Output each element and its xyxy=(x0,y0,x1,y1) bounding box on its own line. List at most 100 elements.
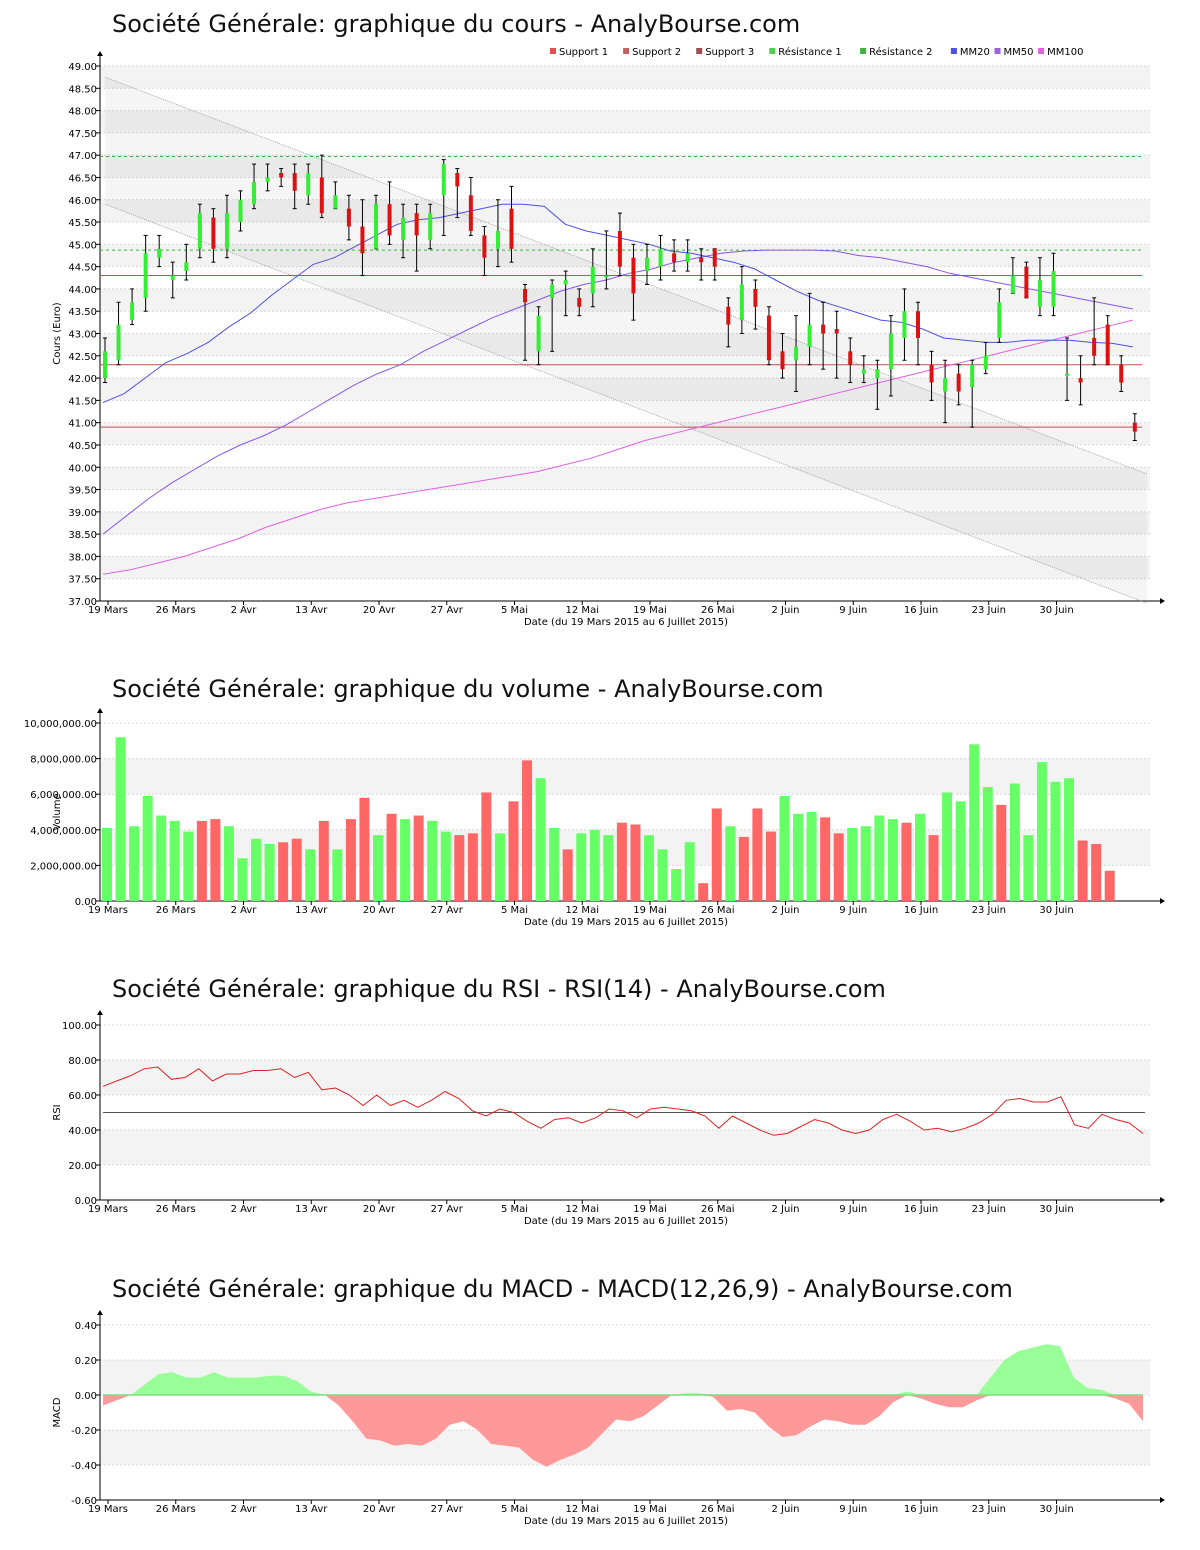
candle-up xyxy=(604,275,609,278)
x-tick-label: 20 Avr xyxy=(363,605,396,616)
y-tick-label: 80.00 xyxy=(68,1056,97,1067)
x-tick-label: 26 Mai xyxy=(701,1504,734,1515)
candle-down xyxy=(1132,422,1137,432)
volume-bar xyxy=(278,842,289,901)
candle-up xyxy=(170,275,175,280)
x-tick-label: 27 Avr xyxy=(431,605,464,616)
candle-up xyxy=(184,262,189,272)
rsi-chart: 0.00 20.00 40.00 60.00 80.00 100.00 19 Mars 26 … xyxy=(52,1010,1165,1227)
x-tick-label: 2 Avr xyxy=(231,905,258,916)
volume-bar xyxy=(237,858,248,901)
candle-down xyxy=(726,306,731,325)
x-tick-label: 30 Juin xyxy=(1039,1204,1073,1215)
x-tick-label: 19 Mars xyxy=(88,605,128,616)
candle-up xyxy=(116,324,121,361)
candle-down xyxy=(956,373,961,392)
x-tick-label: 27 Avr xyxy=(431,1204,464,1215)
volume-bar xyxy=(1050,781,1061,901)
candle-up xyxy=(658,248,663,267)
x-tick-label: 26 Mars xyxy=(156,605,196,616)
candle-up xyxy=(536,315,541,352)
candle-down xyxy=(753,288,758,307)
x-tick-label: 16 Juin xyxy=(904,905,938,916)
y-tick-label: 39.00 xyxy=(68,508,97,519)
x-axis-label: Date (du 19 Mars 2015 au 6 Juillet 2015) xyxy=(524,917,728,928)
x-tick-label: 5 Mai xyxy=(501,905,528,916)
x-tick-label: 19 Mars xyxy=(88,905,128,916)
x-tick-label: 20 Avr xyxy=(363,1504,396,1515)
candle-down xyxy=(279,173,284,178)
legend-label: Support 2 xyxy=(632,47,681,58)
y-tick-label: 44.50 xyxy=(68,263,97,274)
candle-down xyxy=(360,226,365,254)
volume-bar xyxy=(400,819,411,901)
grid-band xyxy=(100,155,1150,178)
candle-up xyxy=(807,324,812,347)
candle-down xyxy=(346,208,351,227)
x-tick-label: 2 Avr xyxy=(231,1204,258,1215)
volume-bar xyxy=(522,760,533,901)
volume-bar xyxy=(779,795,790,901)
candle-up xyxy=(1065,373,1070,376)
volume-chart: 0.00 2,000,000.00 4,000,000.00 6,000,000.00… xyxy=(24,708,1165,928)
volume-bar xyxy=(183,831,194,901)
volume-panel: Société Générale: graphique du volume - … xyxy=(0,665,1200,940)
legend-label: MM100 xyxy=(1047,47,1083,58)
price-panel: Société Générale: graphique du cours - A… xyxy=(0,0,1200,640)
x-tick-label: 26 Mars xyxy=(156,1204,196,1215)
grid-band xyxy=(100,333,1150,356)
y-tick-label: 60.00 xyxy=(68,1091,97,1102)
legend-swatch xyxy=(860,48,867,54)
grid-band xyxy=(100,1430,1150,1465)
price-chart-title: Société Générale: graphique du cours - A… xyxy=(112,10,801,38)
mm50-line xyxy=(102,249,1133,535)
grid-band xyxy=(100,556,1150,579)
grid-band xyxy=(100,288,1150,312)
x-tick-label: 16 Juin xyxy=(904,605,938,616)
volume-bar xyxy=(102,828,112,901)
volume-bar xyxy=(576,833,587,901)
volume-bar xyxy=(508,801,519,901)
x-tick-label: 9 Juin xyxy=(839,1204,867,1215)
y-axis-arrow xyxy=(97,1310,103,1315)
candle-up xyxy=(1037,280,1042,307)
y-tick-label: 42.50 xyxy=(68,352,97,363)
grid-band xyxy=(100,1130,1150,1165)
y-tick-label: 37.00 xyxy=(68,597,97,608)
volume-bar xyxy=(251,838,262,901)
volume-bar xyxy=(847,828,858,901)
x-tick-label: 26 Mars xyxy=(156,1504,196,1515)
x-tick-label: 20 Avr xyxy=(363,1204,396,1215)
volume-bar xyxy=(738,836,749,901)
volume-bar xyxy=(386,813,397,901)
candle-down xyxy=(780,351,785,370)
x-tick-label: 26 Mai xyxy=(701,905,734,916)
macd-positive-area xyxy=(103,1344,1143,1395)
volume-bar xyxy=(562,849,573,901)
grid-band xyxy=(100,467,1150,490)
y-tick-label: 43.00 xyxy=(68,330,97,341)
y-tick-label: 4,000,000.00 xyxy=(30,826,97,837)
legend-label: Résistance 1 xyxy=(778,46,841,58)
y-tick-label: 40.00 xyxy=(68,1126,97,1137)
volume-bar xyxy=(1036,762,1047,901)
x-tick-label: 16 Juin xyxy=(904,1504,938,1515)
volume-bar xyxy=(1064,778,1075,901)
volume-bar xyxy=(156,815,167,901)
volume-bar xyxy=(969,744,980,901)
legend-label: Résistance 2 xyxy=(869,46,932,58)
candle-up xyxy=(550,284,555,298)
y-tick-label: 47.50 xyxy=(68,129,97,140)
candle-down xyxy=(387,204,392,236)
volume-bar xyxy=(291,838,302,901)
candle-down xyxy=(1105,324,1110,365)
candle-up xyxy=(495,230,500,249)
candle-up xyxy=(238,199,243,223)
y-tick-label: 0.20 xyxy=(75,1356,97,1367)
volume-bar xyxy=(928,835,939,901)
x-tick-label: 9 Juin xyxy=(839,605,867,616)
rsi-line xyxy=(102,1066,1144,1136)
y-tick-label: 40.50 xyxy=(68,441,97,452)
candle-up xyxy=(103,351,107,379)
volume-bar xyxy=(481,792,492,901)
